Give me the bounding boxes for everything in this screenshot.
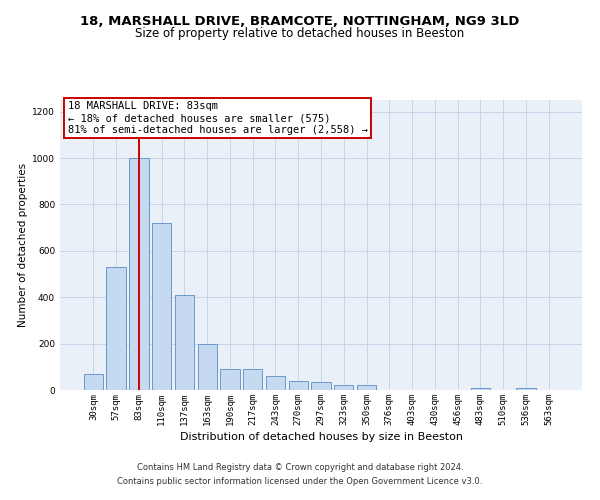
Bar (129, 158, 149, 390)
Bar (106, 267, 126, 390)
Text: 18, MARSHALL DRIVE, BRAMCOTE, NOTTINGHAM, NG9 3LD: 18, MARSHALL DRIVE, BRAMCOTE, NOTTINGHAM… (80, 15, 520, 28)
Bar (243, 369, 262, 390)
Bar (311, 382, 331, 390)
Bar (470, 388, 490, 390)
Text: Distribution of detached houses by size in Beeston: Distribution of detached houses by size … (179, 432, 463, 442)
Bar (220, 369, 239, 390)
Bar (334, 386, 353, 390)
Text: Contains HM Land Registry data © Crown copyright and database right 2024.: Contains HM Land Registry data © Crown c… (137, 464, 463, 472)
Bar (152, 223, 172, 390)
Bar (266, 376, 285, 390)
Bar (84, 374, 103, 390)
Text: Size of property relative to detached houses in Beeston: Size of property relative to detached ho… (136, 28, 464, 40)
Bar (357, 386, 376, 390)
Bar (516, 388, 536, 390)
Bar (289, 380, 308, 390)
Text: Contains public sector information licensed under the Open Government Licence v3: Contains public sector information licen… (118, 477, 482, 486)
Text: 18 MARSHALL DRIVE: 83sqm
← 18% of detached houses are smaller (575)
81% of semi-: 18 MARSHALL DRIVE: 83sqm ← 18% of detach… (68, 102, 368, 134)
Y-axis label: Number of detached properties: Number of detached properties (18, 163, 28, 327)
Bar (175, 295, 194, 390)
Bar (197, 344, 217, 390)
